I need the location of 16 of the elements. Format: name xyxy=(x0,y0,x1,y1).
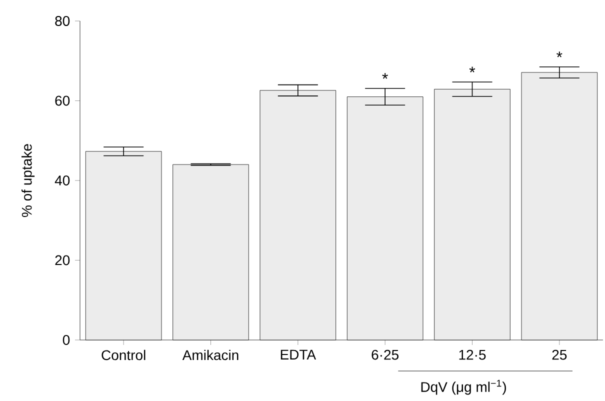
y-tick-label: 60 xyxy=(55,96,70,106)
x-tick-label: EDTA xyxy=(280,350,316,360)
annotation: * xyxy=(469,66,476,72)
y-tick-label: 0 xyxy=(62,335,70,345)
x-axis-title: DqV (μg ml$^{−1}$) xyxy=(421,380,506,395)
y-axis-title: % of uptake xyxy=(21,144,35,217)
annotation: * xyxy=(382,73,388,79)
x-tick-label: Control xyxy=(102,350,146,360)
y-tick-label: 20 xyxy=(55,255,70,266)
y-tick-label: 80 xyxy=(55,16,70,26)
y-tick-label: 40 xyxy=(54,176,70,186)
x-tick-label: 6·25 xyxy=(372,350,398,360)
x-tick-label: 12·5 xyxy=(459,350,486,360)
x-tick-label: 25 xyxy=(552,350,567,360)
x-tick-label: Amikacin xyxy=(182,350,238,360)
annotation: * xyxy=(556,52,562,58)
